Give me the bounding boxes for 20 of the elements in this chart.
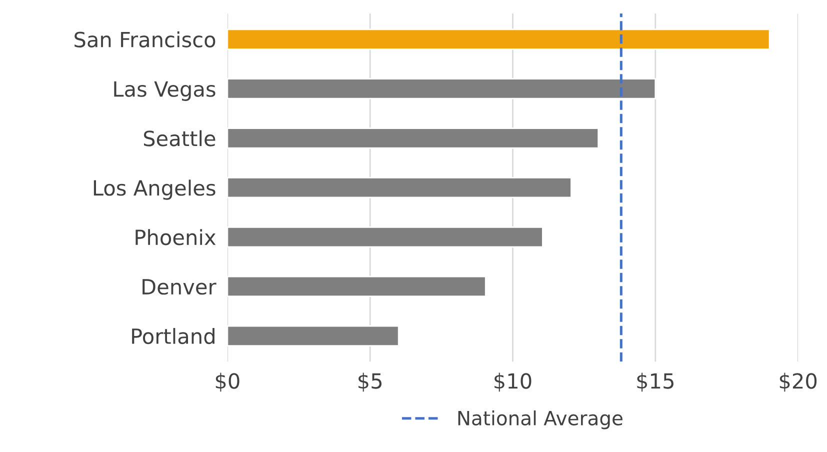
y-tick-label: Las Vegas xyxy=(114,81,216,101)
bar xyxy=(227,78,656,100)
y-tick-label: Phoenix xyxy=(136,229,216,246)
y-tick-label: Seattle xyxy=(144,130,216,146)
y-tick-label: San Francisco xyxy=(74,31,216,48)
x-tick-label: $15 xyxy=(637,372,674,392)
y-tick-label: Denver xyxy=(142,279,216,295)
x-tick-label: $10 xyxy=(494,372,532,392)
bar xyxy=(227,276,486,298)
y-tick-label: Portland xyxy=(132,328,214,344)
x-tick-label: $5 xyxy=(358,372,382,392)
y-tick-label: Los Angeles xyxy=(94,180,216,200)
legend-label: National Average xyxy=(458,410,622,430)
bar xyxy=(227,176,572,198)
bar xyxy=(227,128,600,149)
x-tick-label: $0 xyxy=(216,372,240,392)
bar xyxy=(227,226,544,248)
bar xyxy=(227,325,400,346)
x-tick-label: $20 xyxy=(780,372,817,392)
bar xyxy=(227,28,770,50)
